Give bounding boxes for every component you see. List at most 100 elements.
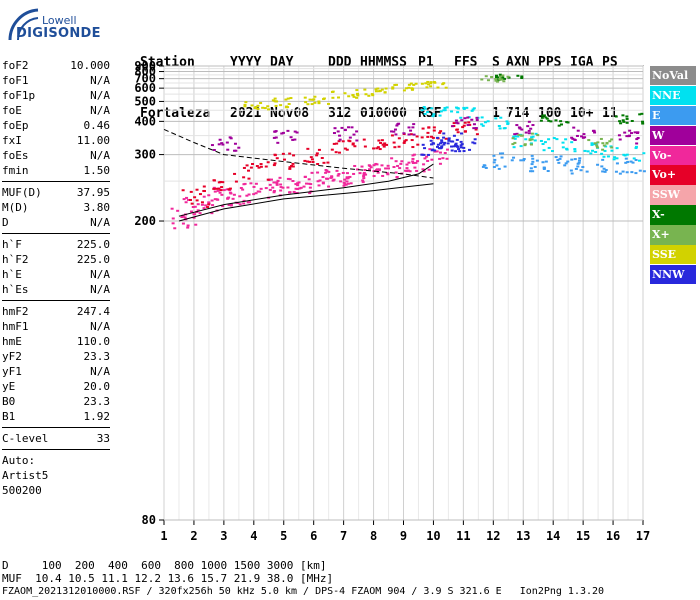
echo-point: [316, 163, 320, 166]
param-value: 11.00: [76, 134, 110, 147]
echo-point: [207, 203, 211, 206]
echo-point: [286, 177, 290, 180]
echo-point: [311, 161, 315, 164]
params-divider: [2, 181, 110, 182]
echo-point: [615, 162, 619, 165]
echo-point: [353, 164, 357, 167]
legend-item: NNW: [650, 264, 696, 285]
echo-point: [381, 174, 385, 177]
echo-point: [421, 168, 425, 171]
echo-point: [438, 114, 442, 117]
echo-point: [390, 130, 394, 133]
echo-point: [326, 102, 330, 105]
echo-point: [310, 158, 314, 161]
echo-point: [454, 150, 458, 153]
echo-point: [481, 165, 485, 168]
echo-point: [231, 197, 235, 200]
echo-point: [603, 149, 607, 152]
echo-point: [351, 143, 355, 146]
param-row: foEp 0.46: [2, 118, 110, 133]
echo-point: [531, 135, 535, 138]
echo-point: [191, 206, 195, 209]
echo-point: [170, 207, 174, 210]
echo-point: [281, 131, 285, 134]
echo-point: [635, 138, 639, 141]
echo-point: [274, 104, 278, 107]
echo-point: [315, 152, 319, 155]
echo-point: [271, 186, 275, 189]
echo-point: [304, 101, 308, 104]
echo-point: [581, 166, 585, 169]
echo-point: [282, 158, 286, 161]
header-value-hhmmss: 010000: [360, 106, 407, 121]
echo-point: [382, 145, 386, 148]
echo-point: [642, 170, 646, 173]
echo-point: [360, 165, 364, 168]
echo-point: [345, 148, 349, 151]
echo-point: [358, 172, 362, 175]
echo-point: [318, 179, 322, 182]
echo-point: [570, 158, 574, 161]
echo-point: [519, 145, 523, 148]
echo-point: [210, 212, 214, 215]
echo-point: [466, 116, 470, 119]
echo-point: [593, 131, 597, 134]
param-row: yF1 N/A: [2, 364, 110, 379]
echo-point: [423, 112, 427, 115]
echo-point: [186, 226, 190, 229]
param-name: h`E: [2, 268, 22, 281]
echo-point: [243, 105, 247, 108]
echo-point: [407, 133, 411, 136]
echo-point: [437, 147, 441, 150]
echo-point: [259, 102, 263, 105]
echo-point: [596, 163, 600, 166]
echo-point: [565, 148, 569, 151]
param-row: MUF(D) 37.95: [2, 185, 110, 200]
echo-point: [456, 107, 460, 110]
echo-point: [550, 150, 554, 153]
echo-point: [309, 156, 313, 159]
echo-point: [428, 148, 432, 151]
echo-point: [456, 145, 460, 148]
echo-point: [297, 181, 301, 184]
echo-point: [531, 170, 535, 173]
echo-point: [377, 90, 381, 93]
echo-point: [544, 116, 548, 119]
echo-point: [405, 170, 409, 173]
x-tick-label: 11: [456, 529, 470, 543]
echo-point: [291, 165, 295, 168]
param-name: h`Es: [2, 283, 29, 296]
echo-point: [583, 149, 587, 152]
echo-point: [181, 189, 185, 192]
echo-point: [286, 129, 290, 132]
echo-point: [447, 138, 451, 141]
param-value: 110.0: [76, 335, 110, 348]
x-tick-label: 1: [160, 529, 167, 543]
echo-point: [310, 171, 314, 174]
echo-point: [340, 126, 344, 129]
echo-point: [625, 135, 629, 138]
echo-point: [547, 146, 551, 149]
echo-point: [355, 139, 359, 142]
echo-point: [264, 165, 268, 168]
echo-point: [426, 131, 430, 134]
x-tick-label: 14: [546, 529, 560, 543]
echo-point: [341, 171, 345, 174]
param-name: h`F2: [2, 253, 29, 266]
echo-point: [361, 181, 365, 184]
echo-point: [426, 135, 430, 138]
echo-point: [390, 157, 394, 160]
echo-point: [426, 111, 430, 114]
echo-point: [281, 152, 285, 155]
echo-point: [247, 177, 251, 180]
echo-point: [559, 120, 563, 123]
echo-point: [411, 87, 415, 90]
echo-point: [423, 157, 427, 160]
echo-point: [317, 184, 321, 187]
echo-point: [330, 148, 334, 151]
echo-point: [221, 181, 225, 184]
echo-point: [407, 83, 411, 86]
echo-point: [342, 181, 346, 184]
echo-point: [515, 124, 519, 127]
echo-point: [356, 94, 360, 97]
